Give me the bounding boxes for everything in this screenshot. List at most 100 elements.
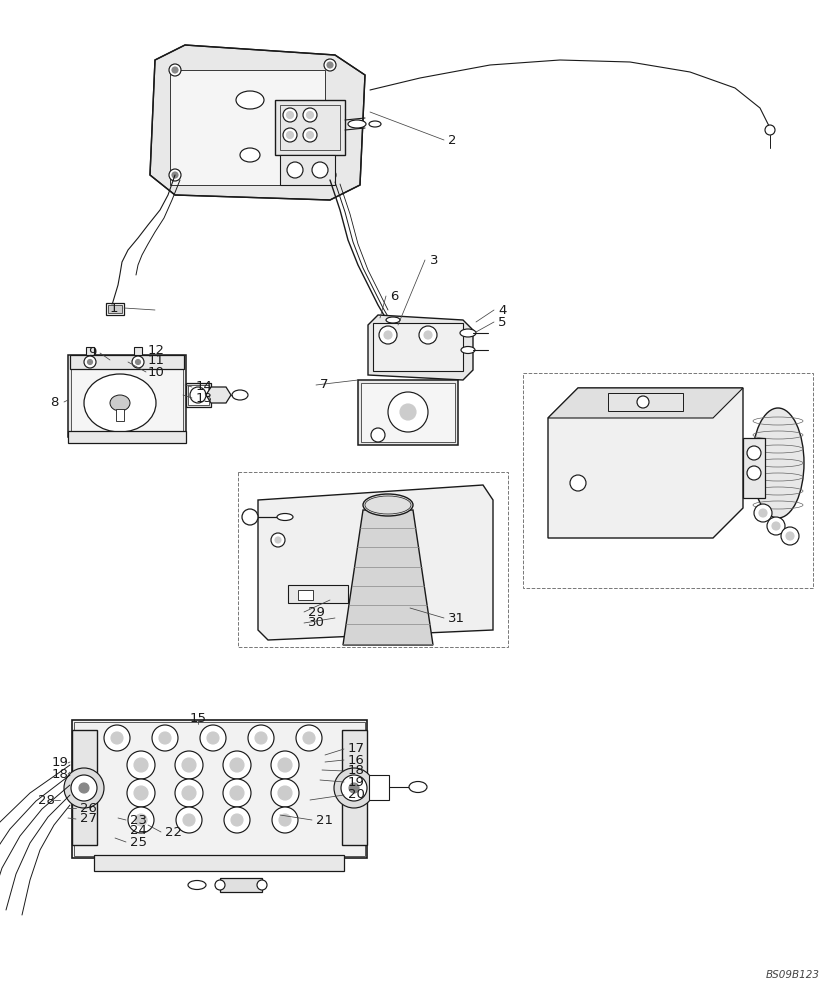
Circle shape [303,108,317,122]
Circle shape [307,111,313,118]
Polygon shape [258,485,493,640]
Text: 9: 9 [88,346,97,359]
Text: 29: 29 [308,605,325,618]
Circle shape [747,466,761,480]
Text: 26: 26 [80,802,97,814]
Ellipse shape [363,494,413,516]
Ellipse shape [84,374,156,432]
Ellipse shape [461,347,475,354]
Bar [275,100,345,155]
Text: 14: 14 [196,380,213,393]
Bar [116,409,124,421]
Circle shape [349,783,359,793]
Circle shape [84,356,96,368]
Text: 7: 7 [320,378,328,391]
Circle shape [781,527,799,545]
Circle shape [287,162,303,178]
Circle shape [257,880,267,890]
Text: 4: 4 [498,304,507,316]
Bar [72,720,367,858]
Bar [106,303,124,315]
Circle shape [278,786,292,800]
Circle shape [182,758,196,772]
Text: BS09B123: BS09B123 [766,970,820,980]
Circle shape [64,768,104,808]
Bar [523,373,813,588]
Circle shape [87,360,92,364]
Text: 17: 17 [348,742,365,756]
Text: 22: 22 [165,826,182,838]
Text: 13: 13 [196,391,213,404]
Circle shape [132,356,144,368]
Ellipse shape [409,782,427,792]
Circle shape [135,814,147,826]
Bar [220,878,262,892]
Text: 23: 23 [130,814,147,826]
Bar [361,383,455,442]
Circle shape [286,111,293,118]
Circle shape [286,131,293,138]
Circle shape [754,504,772,522]
Circle shape [190,387,206,403]
Ellipse shape [240,148,260,162]
Bar [238,472,508,647]
Bar [74,722,365,856]
Circle shape [324,169,336,181]
Circle shape [134,786,148,800]
Bar [358,380,458,445]
Text: 10: 10 [148,365,165,378]
Circle shape [384,331,392,339]
Text: 19: 19 [52,756,69,770]
Text: 1: 1 [110,302,118,314]
Circle shape [134,758,148,772]
Circle shape [570,475,586,491]
Circle shape [296,725,322,751]
Text: 30: 30 [308,616,325,630]
Bar [71,358,183,434]
Circle shape [419,326,437,344]
Bar [108,305,122,313]
Text: 20: 20 [348,788,365,802]
Circle shape [176,807,202,833]
Bar [170,70,325,185]
Circle shape [223,751,251,779]
Circle shape [379,326,397,344]
Bar [186,383,211,407]
Circle shape [104,725,130,751]
Circle shape [327,62,333,68]
Circle shape [135,360,140,364]
Circle shape [224,807,250,833]
Circle shape [200,725,226,751]
Bar [70,355,184,369]
Circle shape [128,807,154,833]
Circle shape [786,532,794,540]
Text: 5: 5 [498,316,507,328]
Circle shape [230,786,244,800]
Circle shape [303,732,315,744]
Polygon shape [368,315,473,380]
Circle shape [152,725,178,751]
Circle shape [223,779,251,807]
Circle shape [312,162,328,178]
Ellipse shape [460,329,476,337]
Circle shape [242,509,258,525]
Text: 25: 25 [130,836,147,848]
Circle shape [283,108,297,122]
Circle shape [183,814,195,826]
Ellipse shape [110,395,130,411]
Polygon shape [548,388,743,538]
Ellipse shape [277,514,293,520]
Circle shape [271,779,299,807]
Bar [68,355,186,437]
Circle shape [772,522,780,530]
Bar [94,855,344,871]
Circle shape [307,131,313,138]
Text: 18: 18 [348,764,365,778]
Bar [134,347,142,355]
Circle shape [637,396,649,408]
Text: 18: 18 [52,768,69,780]
Bar [288,585,348,603]
Circle shape [424,331,432,339]
Circle shape [371,428,385,442]
Circle shape [111,732,123,744]
